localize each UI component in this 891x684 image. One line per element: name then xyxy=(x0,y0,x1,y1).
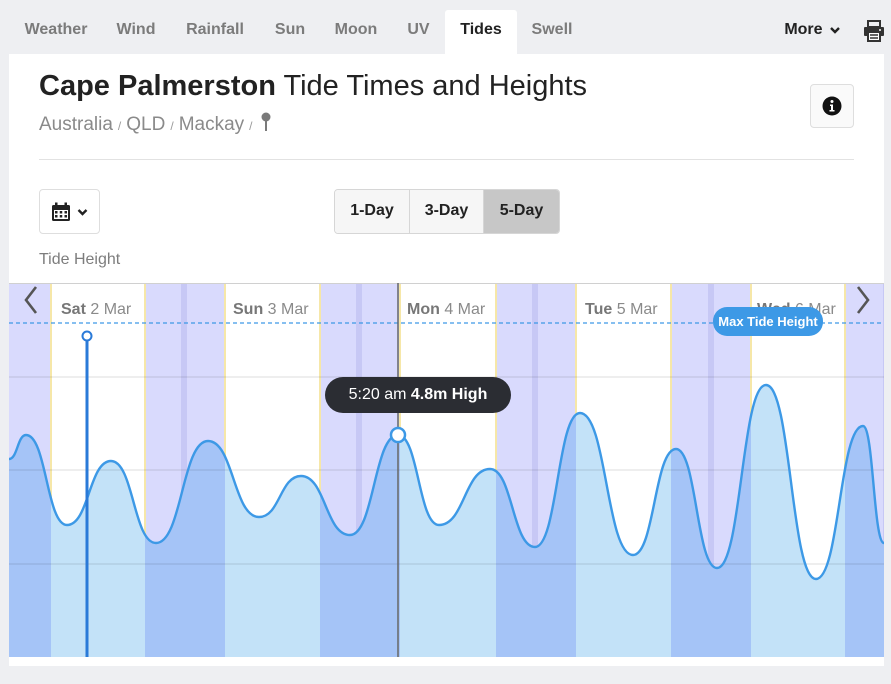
midnight-stripe xyxy=(883,283,884,657)
current-time-marker[interactable] xyxy=(81,330,93,342)
breadcrumb-separator: / xyxy=(117,119,122,133)
midnight-stripe xyxy=(532,283,538,657)
calendar-icon xyxy=(52,202,70,221)
tide-chart: Sat 2 Mar Sun 3 Mar Mon 4 Mar Tue 5 Mar … xyxy=(9,283,884,657)
max-tide-height-badge: Max Tide Height xyxy=(713,307,823,336)
tide-tooltip: 5:20 am 4.8m High xyxy=(325,377,511,413)
day-label-mon: Mon 4 Mar xyxy=(407,301,486,318)
more-label: More xyxy=(784,21,823,38)
breadcrumb-separator: / xyxy=(249,119,253,133)
chevron-down-icon xyxy=(830,26,840,34)
chevron-down-icon xyxy=(77,208,88,216)
info-icon xyxy=(822,96,842,116)
tide-line xyxy=(9,383,884,581)
header-divider xyxy=(39,159,854,160)
tab-weather[interactable]: Weather xyxy=(24,21,88,38)
tab-wind[interactable]: Wind xyxy=(116,21,156,38)
tab-moon[interactable]: Moon xyxy=(334,21,378,38)
day-label-sun: Sun 3 Mar xyxy=(233,301,309,318)
tide-chart-canvas xyxy=(9,283,884,657)
tab-swell[interactable]: Swell xyxy=(531,21,573,38)
title-suffix: Tide Times and Heights xyxy=(283,70,588,102)
tab-tides[interactable]: Tides xyxy=(445,10,517,54)
midnight-stripe xyxy=(181,283,187,657)
top-navigation: Weather Wind Rainfall Sun Moon UV Tides … xyxy=(0,10,891,54)
breadcrumb-country[interactable]: Australia xyxy=(39,114,113,135)
tab-uv[interactable]: UV xyxy=(407,21,430,38)
date-picker-button[interactable] xyxy=(39,189,100,234)
range-5-day-button[interactable]: 5-Day xyxy=(484,190,559,233)
midnight-stripe xyxy=(356,283,362,657)
breadcrumb: Australia / QLD / Mackay / xyxy=(39,112,272,136)
tide-height-label: Tide Height xyxy=(39,251,121,268)
range-1-day-button[interactable]: 1-Day xyxy=(335,190,410,233)
info-button[interactable] xyxy=(810,84,854,128)
range-selector: 1-Day 3-Day 5-Day xyxy=(334,189,560,234)
map-pin-icon[interactable] xyxy=(260,112,272,132)
midnight-stripe xyxy=(708,283,714,657)
printer-icon[interactable] xyxy=(863,20,885,42)
place-name: Cape Palmerston xyxy=(39,70,276,102)
day-label-tue: Tue 5 Mar xyxy=(585,301,658,318)
breadcrumb-region[interactable]: Mackay xyxy=(178,114,245,135)
tide-card: Cape Palmerston Tide Times and Heights A… xyxy=(9,54,884,666)
tab-rainfall[interactable]: Rainfall xyxy=(186,21,244,38)
range-3-day-button[interactable]: 3-Day xyxy=(410,190,484,233)
selected-tide-marker[interactable] xyxy=(389,426,407,444)
chevron-left-icon[interactable] xyxy=(19,283,43,317)
breadcrumb-state[interactable]: QLD xyxy=(126,114,166,135)
tab-sun[interactable]: Sun xyxy=(274,21,306,38)
page-title: Cape Palmerston Tide Times and Heights xyxy=(39,70,587,103)
day-label-sat: Sat 2 Mar xyxy=(61,301,132,318)
breadcrumb-separator: / xyxy=(170,119,174,133)
chevron-right-icon[interactable] xyxy=(851,283,875,317)
more-menu-button[interactable]: More xyxy=(784,10,841,50)
